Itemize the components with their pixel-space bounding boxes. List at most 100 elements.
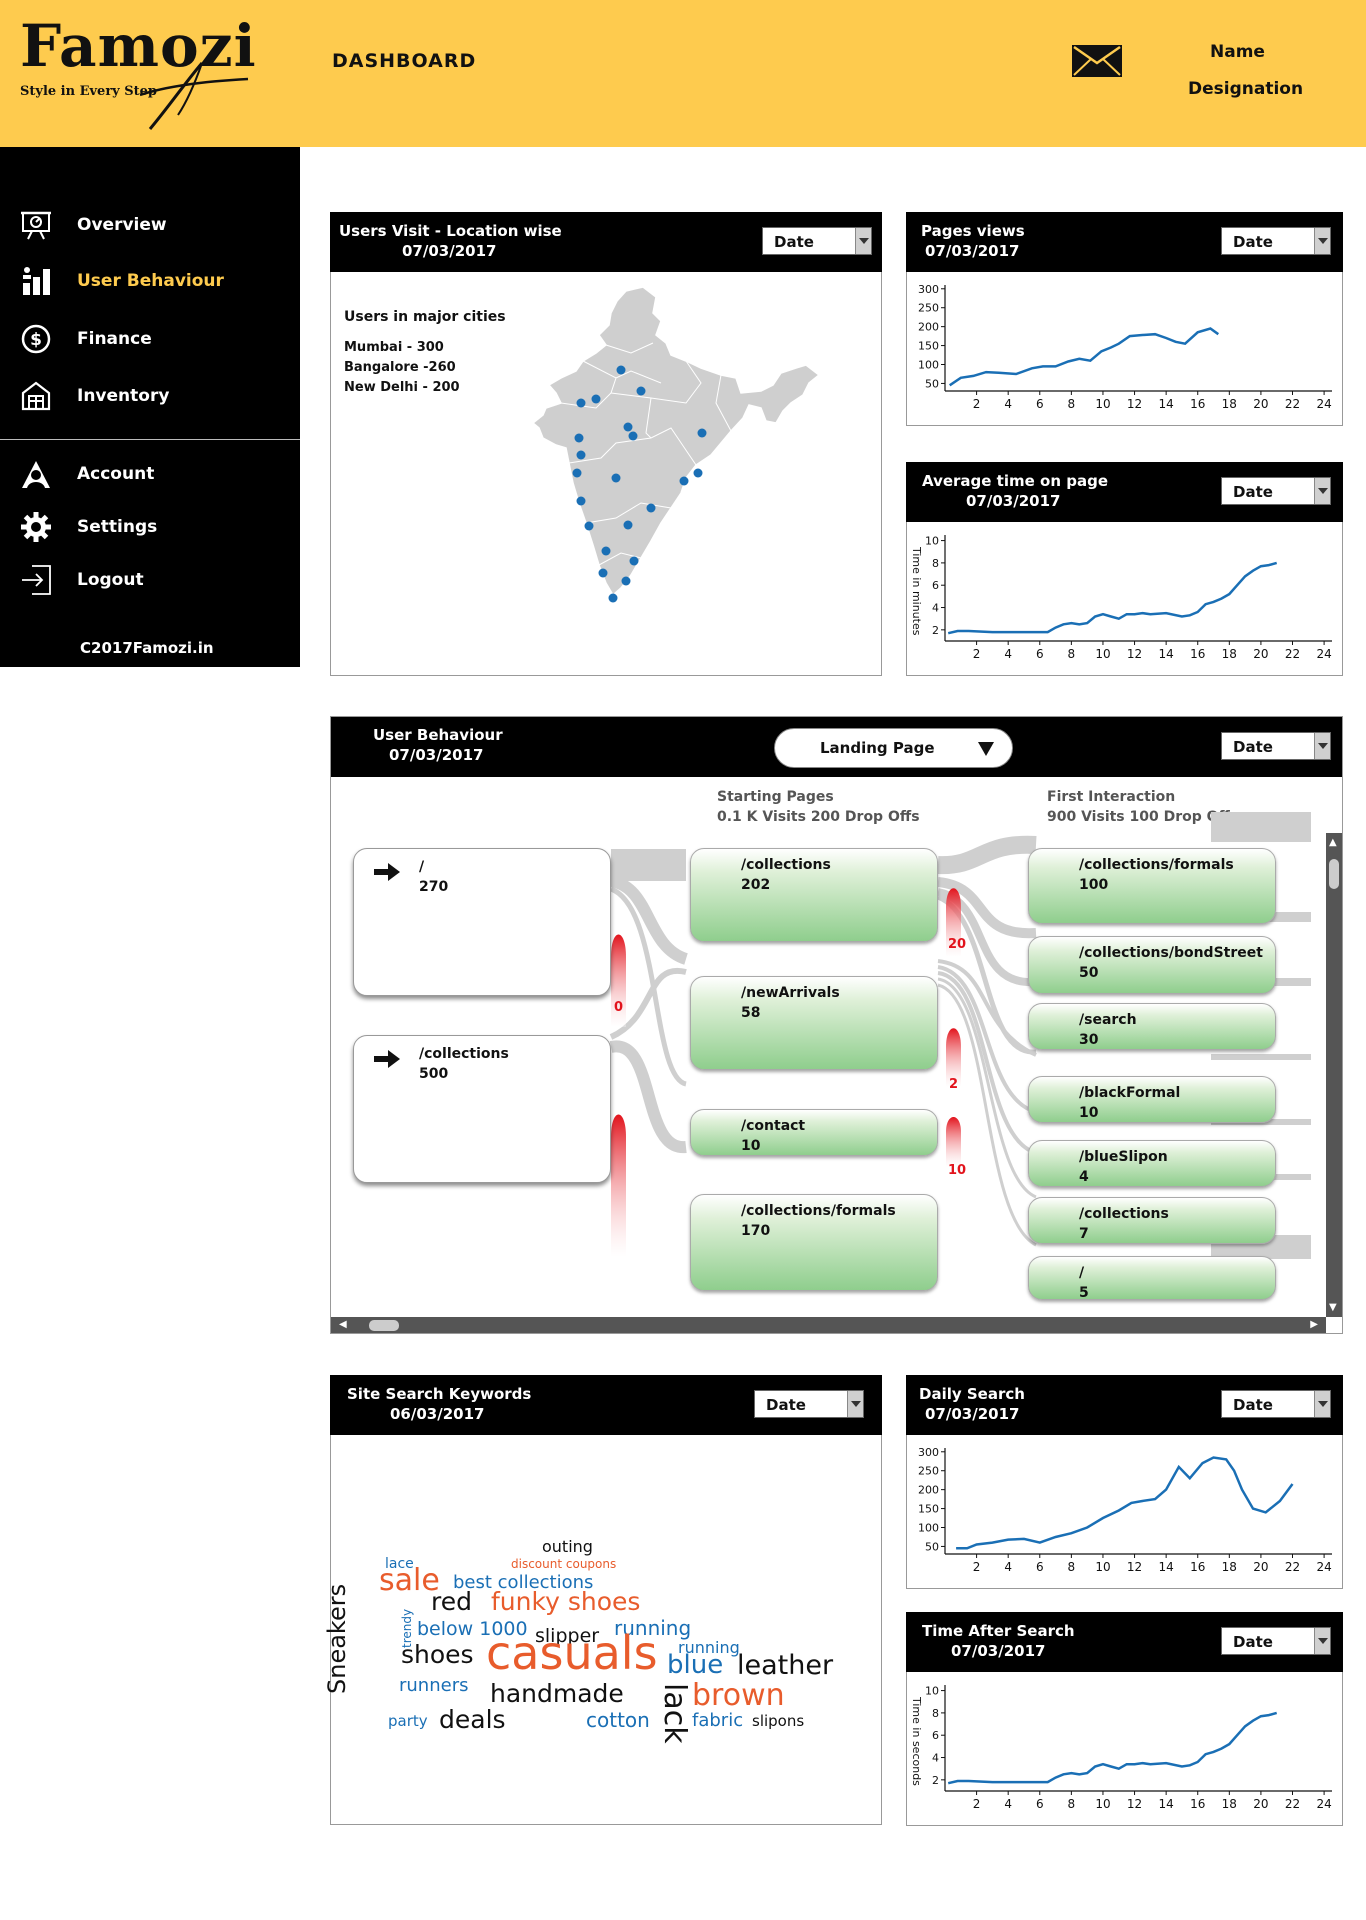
series-line <box>947 1711 1278 1785</box>
y-tick-label: 10 <box>925 535 939 548</box>
keyword[interactable]: handmade <box>490 1679 624 1708</box>
landing-page-dropdown[interactable]: Landing Page <box>774 728 1013 768</box>
keyword[interactable]: Sneakers <box>323 1583 351 1694</box>
daily-search-panel: Daily Search 07/03/2017 Date 50 100 150 200… <box>906 1375 1343 1589</box>
chevron-down-icon <box>847 1391 863 1417</box>
panel-date: 07/03/2017 <box>925 242 1020 260</box>
keyword[interactable]: running <box>614 1616 692 1640</box>
sidebar-item-label: Logout <box>77 570 144 590</box>
x-tick-label: 20 <box>1253 647 1268 661</box>
drop-off-count: 2 <box>949 1077 959 1092</box>
x-tick-label: 20 <box>1253 1797 1268 1811</box>
keyword[interactable]: brown <box>692 1678 785 1713</box>
keyword[interactable]: deals <box>439 1705 506 1734</box>
interaction-node[interactable]: /collections 7 <box>1028 1197 1276 1244</box>
node-value: 100 <box>1079 877 1109 893</box>
user-name[interactable]: Name <box>1210 42 1265 62</box>
keyword[interactable]: running <box>678 1638 740 1657</box>
date-select[interactable]: Date <box>762 227 872 255</box>
logo-swoosh-icon <box>140 62 249 130</box>
starting-page-node[interactable]: /newArrivals 58 <box>690 976 938 1070</box>
sidebar-item-account[interactable]: Account <box>20 458 154 490</box>
brand-tagline: Style in Every Step <box>20 84 158 99</box>
source-node[interactable]: /collections 500 <box>353 1035 611 1183</box>
keyword[interactable]: party <box>388 1712 428 1730</box>
date-select-label: Date <box>1233 483 1273 501</box>
y-tick-label: 150 <box>918 1503 939 1516</box>
scroll-down-icon[interactable]: ▼ <box>1329 1302 1337 1313</box>
date-select[interactable]: Date <box>1221 227 1331 255</box>
panel-title: Daily Search <box>919 1385 1025 1403</box>
keyword[interactable]: cotton <box>586 1708 650 1732</box>
x-tick-label: 6 <box>1036 647 1044 661</box>
interaction-node[interactable]: /collections/formals 100 <box>1028 848 1276 924</box>
presentation-icon <box>21 211 51 240</box>
scroll-left-icon[interactable]: ◀ <box>339 1319 347 1330</box>
keyword[interactable]: slipper <box>535 1625 600 1647</box>
city-stat: Bangalore -260 <box>344 360 456 375</box>
keyword[interactable]: leather <box>737 1650 834 1681</box>
interaction-node[interactable]: /blueSlipon 4 <box>1028 1140 1276 1187</box>
interaction-node[interactable]: /blackFormal 10 <box>1028 1076 1276 1123</box>
site-search-panel: Site Search Keywords 06/03/2017 Date out… <box>323 1375 882 1825</box>
keyword[interactable]: sale <box>379 1563 440 1598</box>
sidebar-item-logout[interactable]: Logout <box>20 564 144 596</box>
scroll-thumb[interactable] <box>1329 859 1339 889</box>
starting-page-node[interactable]: /contact 10 <box>690 1109 938 1156</box>
source-node[interactable]: / 270 <box>353 848 611 996</box>
date-select[interactable]: Date <box>754 1390 864 1418</box>
keyword[interactable]: below 1000 <box>417 1618 528 1640</box>
interaction-node[interactable]: / 5 <box>1028 1256 1276 1301</box>
node-value: 270 <box>419 879 449 895</box>
date-select[interactable]: Date <box>1221 732 1331 760</box>
x-tick-label: 20 <box>1253 397 1268 411</box>
mail-icon[interactable] <box>1072 45 1122 77</box>
node-label: /collections/formals <box>1079 857 1234 873</box>
node-label: /blackFormal <box>1079 1085 1181 1101</box>
keyword[interactable]: shoes <box>401 1640 474 1669</box>
panel-title: Users Visit - Location wise <box>339 222 562 240</box>
sidebar-item-overview[interactable]: Overview <box>20 209 167 241</box>
horizontal-scrollbar[interactable]: ◀ ▶ <box>331 1317 1326 1333</box>
caret-down-icon <box>978 742 994 756</box>
scroll-right-icon[interactable]: ▶ <box>1310 1319 1318 1330</box>
y-tick-label: 2 <box>932 1774 939 1787</box>
keyword[interactable]: slipons <box>752 1712 805 1730</box>
keyword[interactable]: lace <box>385 1556 414 1572</box>
sidebar-item-user-behaviour[interactable]: User Behaviour <box>20 265 224 297</box>
keyword[interactable]: lack <box>657 1683 692 1744</box>
keyword[interactable]: discount coupons <box>511 1557 617 1571</box>
keyword[interactable]: casuals <box>486 1626 658 1680</box>
interaction-node[interactable]: /search 30 <box>1028 1003 1276 1050</box>
drop-off-bar <box>946 888 961 957</box>
x-tick-label: 2 <box>973 1797 981 1811</box>
keyword[interactable]: fabric <box>692 1710 744 1731</box>
keyword[interactable]: outing <box>542 1537 593 1556</box>
sidebar-divider <box>0 439 300 440</box>
date-select[interactable]: Date <box>1221 1627 1331 1655</box>
keyword[interactable]: blue <box>667 1650 724 1680</box>
keyword[interactable]: red <box>431 1587 472 1616</box>
scroll-thumb[interactable] <box>369 1320 399 1331</box>
x-tick-label: 6 <box>1036 1560 1044 1574</box>
x-tick-label: 14 <box>1159 1797 1174 1811</box>
vertical-scrollbar[interactable]: ▲ ▼ <box>1326 833 1342 1317</box>
x-tick-label: 10 <box>1095 1797 1110 1811</box>
sidebar-item-inventory[interactable]: Inventory <box>20 380 169 412</box>
scroll-up-icon[interactable]: ▲ <box>1329 837 1337 848</box>
date-select[interactable]: Date <box>1221 477 1331 505</box>
interaction-node[interactable]: /collections/bondStreet 50 <box>1028 936 1276 994</box>
brand-logo[interactable]: Famozi <box>20 12 257 80</box>
keyword[interactable]: best collections <box>453 1572 594 1593</box>
x-tick-label: 22 <box>1285 647 1300 661</box>
starting-page-node[interactable]: /collections/formals 170 <box>690 1194 938 1291</box>
date-select[interactable]: Date <box>1221 1390 1331 1418</box>
starting-page-node[interactable]: /collections 202 <box>690 848 938 942</box>
sidebar-item-settings[interactable]: Settings <box>20 511 157 543</box>
keyword[interactable]: runners <box>399 1675 469 1696</box>
x-tick-label: 16 <box>1190 1797 1205 1811</box>
sidebar-item-finance[interactable]: $ Finance <box>20 323 152 355</box>
keyword[interactable]: funky shoes <box>491 1587 641 1616</box>
